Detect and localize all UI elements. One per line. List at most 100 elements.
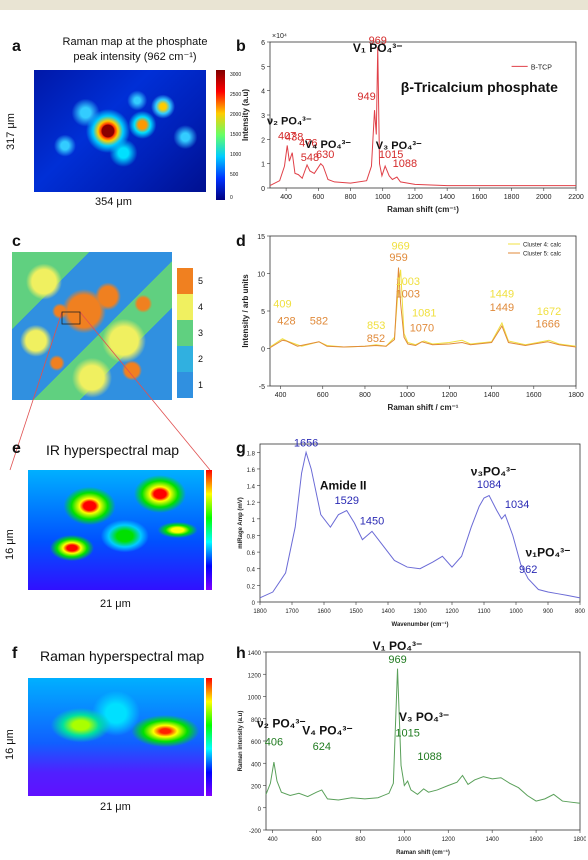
x-axis-label: Raman shift (cm⁻¹)	[396, 849, 450, 856]
peak-label: 630	[316, 149, 334, 161]
x-tick-label: 1800	[253, 609, 267, 615]
peak-label: 406	[265, 736, 283, 748]
series-line-cluster-4-calc	[269, 269, 577, 348]
peak-label: 1450	[360, 516, 384, 528]
colorbar-tick: 2500	[230, 92, 242, 98]
y-tick-label: 800	[251, 718, 262, 724]
peak-label: 624	[313, 741, 331, 753]
compound-label: β-Tricalcium phosphate	[401, 79, 558, 95]
y-tick-label: 10	[257, 272, 265, 279]
peak-label: 969	[369, 35, 387, 47]
peak-label: 1070	[410, 322, 434, 334]
x-tick-label: 400	[280, 194, 292, 201]
chart-h-raman-spectrum: 400 600 800 1000 1200 1400 1600 1800 -200 0 200 400…	[238, 640, 586, 856]
panel-label-b: b	[236, 38, 246, 55]
y-tick-label: 1200	[248, 673, 262, 679]
y-tick-label: 1000	[248, 696, 262, 702]
x-tick-label: 1800	[573, 837, 586, 843]
y-tick-label: 5	[261, 64, 265, 71]
panel-e-width-label: 21 μm	[100, 598, 131, 610]
y-tick-label: 6	[261, 40, 265, 47]
y-axis-label: Raman intensity (a.u)	[238, 711, 244, 772]
v1-label: V₁ PO₄³⁻	[353, 41, 403, 55]
x-tick-label: 600	[317, 392, 329, 399]
colorbar-tick: 500	[230, 172, 239, 178]
peak-label: 1003	[396, 289, 420, 301]
chart-b-tcp-raman: 400 600 800 1000 1200 1400 1600 1800 2000 2200 0 1 2…	[241, 33, 584, 214]
x-tick-label: 1400	[381, 609, 395, 615]
x-tick-label: 1600	[317, 609, 331, 615]
v1-label: V₁ PO₄³⁻	[373, 640, 423, 653]
panel-label-c: c	[12, 233, 21, 250]
peak-label: 548	[301, 152, 319, 164]
x-axis-label: Wavenumber (cm⁻¹)	[392, 621, 449, 628]
y-axis-label: mIRage Amp (mV)	[238, 497, 244, 548]
colorbar-tick: 5	[198, 276, 204, 286]
colorbar-tick: 2	[198, 354, 204, 364]
panel-e-height-label: 16 μm	[4, 529, 16, 560]
x-tick-label: 1300	[413, 609, 427, 615]
y-tick-label: 1.4	[247, 485, 256, 491]
panel-label-f: f	[12, 645, 18, 662]
v1-label: ν₁PO₄³⁻	[525, 545, 570, 559]
legend-label: Cluster 5: calc	[523, 252, 561, 258]
x-tick-label: 600	[311, 837, 322, 843]
x-tick-label: 1800	[568, 392, 584, 399]
y-tick-label: 600	[251, 740, 262, 746]
peak-label: 438	[285, 132, 303, 144]
peak-label: 1666	[535, 319, 559, 331]
peak-label: 1003	[396, 276, 420, 288]
x-tick-label: 1000	[399, 392, 415, 399]
y-tick-label: 15	[257, 234, 265, 241]
panel-f-title: Raman hyperspectral map	[40, 648, 205, 664]
x-tick-label: 1400	[484, 392, 500, 399]
peak-label: 1529	[334, 495, 358, 507]
x-tick-label: 1000	[509, 609, 523, 615]
v3-label: V₃ PO₄³⁻	[399, 710, 449, 724]
v2-label: ν₂ PO₄³⁻	[267, 116, 312, 128]
chart-g-ir-spectrum: 1800 1700 1600 1500 1400 1300 1200 1100 1000 900 8…	[238, 437, 586, 628]
x-tick-label: 800	[359, 392, 371, 399]
x-tick-label: 1400	[439, 194, 455, 201]
peak-label: 853	[367, 320, 385, 332]
x-tick-label: 1700	[285, 609, 299, 615]
panel-a-colorbar	[216, 70, 225, 200]
amide-ii-label: Amide II	[320, 479, 367, 493]
legend-label: B-TCP	[531, 64, 552, 71]
peak-label: 852	[367, 333, 385, 345]
peak-label: 407	[278, 130, 296, 142]
colorbar-tick: 3000	[230, 72, 242, 78]
peak-label: 969	[391, 241, 409, 253]
panel-f-height-label: 16 μm	[4, 729, 16, 760]
peak-label: 1449	[490, 302, 514, 314]
panel-f-width-label: 21 μm	[100, 801, 131, 813]
panel-a-title-line2: peak intensity (962 cm⁻¹)	[73, 51, 197, 63]
x-tick-label: 800	[345, 194, 357, 201]
y-tick-label: 4	[261, 89, 265, 96]
y-tick-label: 0.8	[247, 534, 256, 540]
y-tick-label: 1400	[248, 651, 262, 657]
y-axis-label: Intensity / arb units	[241, 274, 250, 348]
x-tick-label: 1600	[526, 392, 542, 399]
x-tick-label: 1600	[472, 194, 488, 201]
x-tick-label: 2200	[568, 194, 584, 201]
colorbar-tick: 2000	[230, 112, 242, 118]
peak-label: 1449	[490, 289, 514, 301]
colorbar-tick: 0	[230, 195, 233, 201]
colorbar-tick: 3	[198, 328, 204, 338]
x-tick-label: 2000	[536, 194, 552, 201]
x-tick-label: 1600	[529, 837, 543, 843]
peak-label: 1088	[417, 751, 441, 763]
y-tick-label: 200	[251, 785, 262, 791]
top-bar	[0, 0, 588, 10]
x-tick-label: 600	[312, 194, 324, 201]
x-tick-label: 1100	[478, 609, 492, 615]
y-tick-label: 0	[252, 601, 256, 607]
peak-label: 1015	[379, 149, 403, 161]
peak-label: 1672	[537, 306, 561, 318]
panel-label-g: g	[236, 440, 246, 457]
y-tick-label: 0.4	[247, 568, 256, 574]
panel-label-a: a	[12, 38, 21, 55]
y-tick-label: -5	[259, 384, 265, 391]
x-tick-label: 800	[355, 837, 366, 843]
